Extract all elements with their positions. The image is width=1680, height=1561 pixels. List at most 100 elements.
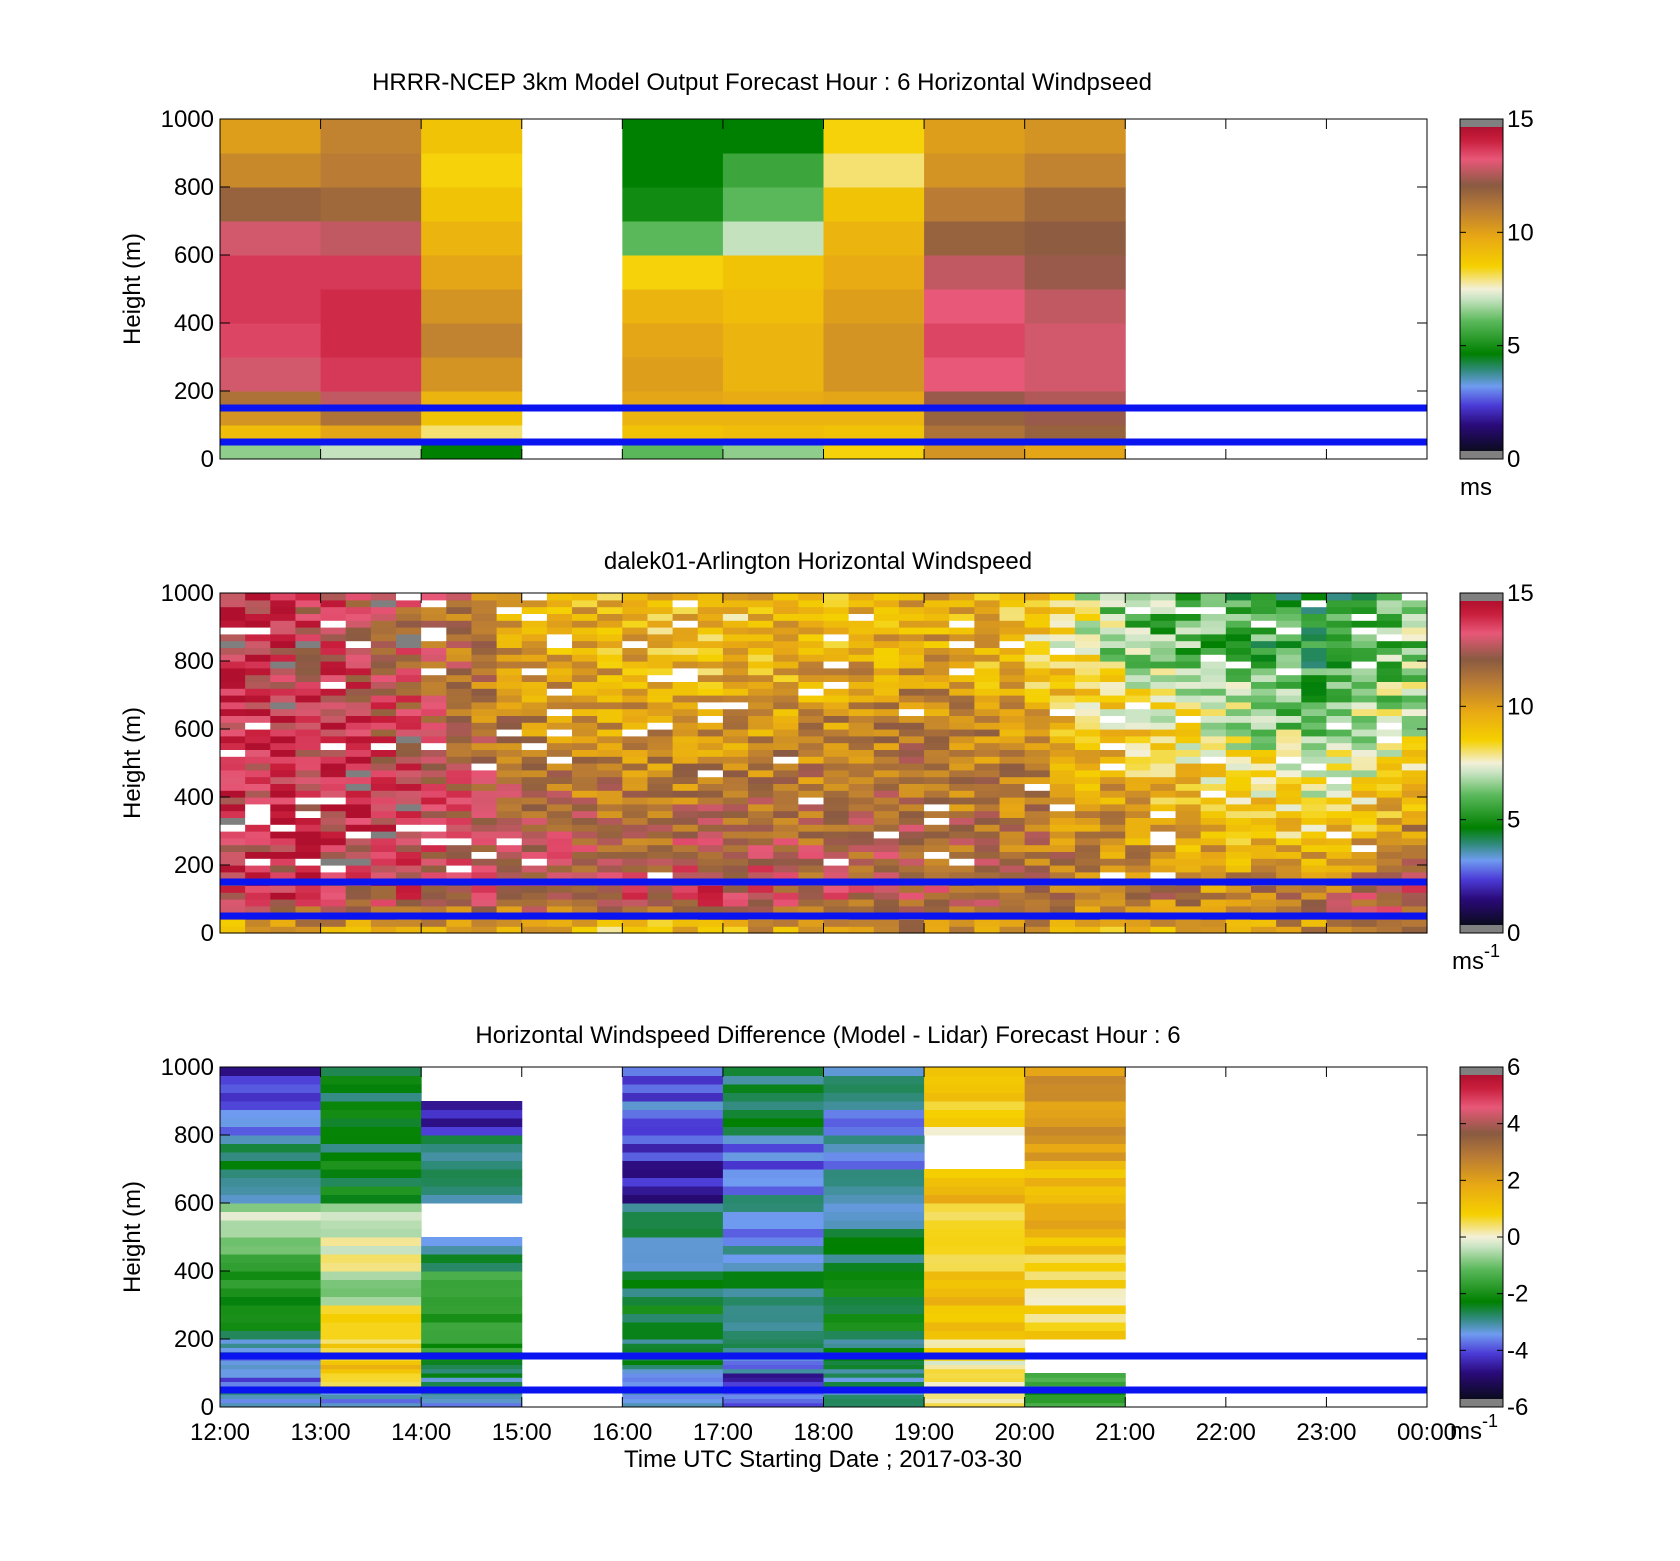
panel-lidar-cell <box>1376 749 1403 757</box>
panel-lidar-cell <box>245 892 271 900</box>
panel-lidar-cell <box>873 824 900 832</box>
panel-model-cell <box>924 136 1026 154</box>
panel-lidar-cell <box>471 776 498 784</box>
panel-lidar-cell <box>270 919 297 927</box>
panel-lidar-cell <box>974 715 1001 723</box>
panel-lidar-cell <box>1100 599 1126 608</box>
panel-lidar-cell <box>974 817 1001 825</box>
panel-lidar-cell <box>1024 620 1051 628</box>
panel-lidar-cell <box>949 905 975 914</box>
panel-lidar-cell <box>295 715 322 723</box>
panel-lidar-cell <box>270 817 297 825</box>
panel-lidar-cell <box>597 824 623 832</box>
panel-model-cell <box>320 323 422 341</box>
panel-model-cell <box>220 119 322 137</box>
panel-model-cell <box>622 323 724 341</box>
panel-lidar-cell <box>647 688 674 696</box>
panel-lidar-cell <box>1049 599 1076 608</box>
panel-model-cell <box>1024 357 1126 375</box>
panel-lidar-cell <box>245 640 271 648</box>
panel-lidar-cell <box>421 892 447 900</box>
panel-lidar-cell <box>1401 824 1428 832</box>
panel-lidar-cell <box>496 810 523 818</box>
panel-lidar-cell <box>1175 871 1202 880</box>
panel-model-cell <box>220 357 322 375</box>
panel-difference-cell <box>622 1203 724 1212</box>
panel-difference-cell <box>722 1160 824 1170</box>
panel-lidar-cell <box>1301 647 1328 655</box>
panel-lidar-cell <box>999 810 1026 818</box>
panel-lidar-cell <box>421 905 447 914</box>
panel-lidar-cell <box>622 871 649 880</box>
panel-difference-cell <box>924 1398 1026 1404</box>
panel-lidar-cell <box>1250 640 1277 648</box>
panel-lidar-cell <box>1100 633 1126 642</box>
panel-lidar-cell <box>1175 865 1202 873</box>
panel-lidar-cell <box>873 871 900 880</box>
panel-lidar-cell <box>1225 763 1252 771</box>
panel-lidar-cell <box>999 871 1026 880</box>
panel-lidar-cell <box>823 824 850 832</box>
panel-lidar-cell <box>672 797 699 805</box>
panel-lidar-cell <box>1250 844 1277 852</box>
panel-lidar-cell <box>345 627 372 635</box>
panel-lidar-cell <box>1200 613 1227 621</box>
panel-lidar-cell <box>245 620 271 628</box>
panel-lidar-cell <box>421 865 447 873</box>
panel-difference-cell <box>220 1360 322 1365</box>
panel-lidar-cell <box>572 790 598 798</box>
panel-lidar-cell <box>1326 661 1353 669</box>
panel-lidar-cell <box>823 674 850 682</box>
panel-lidar-cell <box>974 708 1001 716</box>
panel-lidar-cell <box>722 803 749 812</box>
panel-lidar-cell <box>672 783 699 791</box>
panel-lidar-cell <box>647 790 674 798</box>
panel-lidar-cell <box>999 851 1026 859</box>
panel-lidar-cell <box>597 647 623 655</box>
panel-lidar-cell <box>1351 620 1378 628</box>
panel-lidar-cell <box>848 661 875 669</box>
panel-lidar-cell <box>848 865 875 873</box>
panel-model-cell <box>622 433 724 443</box>
panel-lidar-cell <box>546 885 573 893</box>
panel-lidar-cell <box>1401 606 1428 614</box>
panel-lidar-cell <box>647 633 674 642</box>
panel-lidar-cell <box>1100 701 1126 710</box>
panel-lidar-cell <box>1049 722 1076 730</box>
panel-lidar-cell <box>672 837 699 846</box>
panel-lidar-cell <box>798 599 825 608</box>
panel-lidar-cell <box>1074 742 1101 750</box>
panel-lidar-cell <box>848 769 875 778</box>
panel-lidar-cell <box>873 749 900 757</box>
panel-lidar-cell <box>220 599 246 608</box>
panel-lidar-cell <box>848 899 875 907</box>
panel-model-cell <box>320 204 422 222</box>
panel-lidar-cell <box>974 688 1001 696</box>
panel-lidar-cell <box>1276 633 1302 642</box>
panel-lidar-cell <box>1024 865 1051 873</box>
panel-lidar-cell <box>1125 769 1151 778</box>
panel-lidar-cell <box>421 763 447 771</box>
panel-lidar-cell <box>1200 899 1227 907</box>
panel-lidar-cell <box>798 803 825 812</box>
panel-lidar-cell <box>672 831 699 839</box>
panel-model-cell <box>220 391 322 400</box>
panel-lidar-cell <box>798 593 825 601</box>
panel-difference-cell <box>722 1296 824 1306</box>
panel-difference-cell <box>220 1075 322 1085</box>
panel-model-cell <box>823 450 925 460</box>
panel-lidar-cell <box>999 627 1026 635</box>
panel-lidar-cell <box>1024 729 1051 737</box>
panel-lidar-cell <box>647 892 674 900</box>
panel-lidar-cell <box>898 722 925 730</box>
panel-lidar-cell <box>1326 729 1353 737</box>
panel-difference-cell <box>823 1194 925 1204</box>
panel-model-cell <box>722 170 824 188</box>
panel-lidar-cell <box>572 824 598 832</box>
panel-lidar-cell <box>798 735 825 744</box>
panel-lidar-cell <box>1100 654 1126 662</box>
panel-lidar-cell <box>220 715 246 723</box>
panel-model-cell <box>823 374 925 392</box>
panel-lidar-cell <box>597 871 623 880</box>
panel-lidar-cell <box>546 756 573 764</box>
